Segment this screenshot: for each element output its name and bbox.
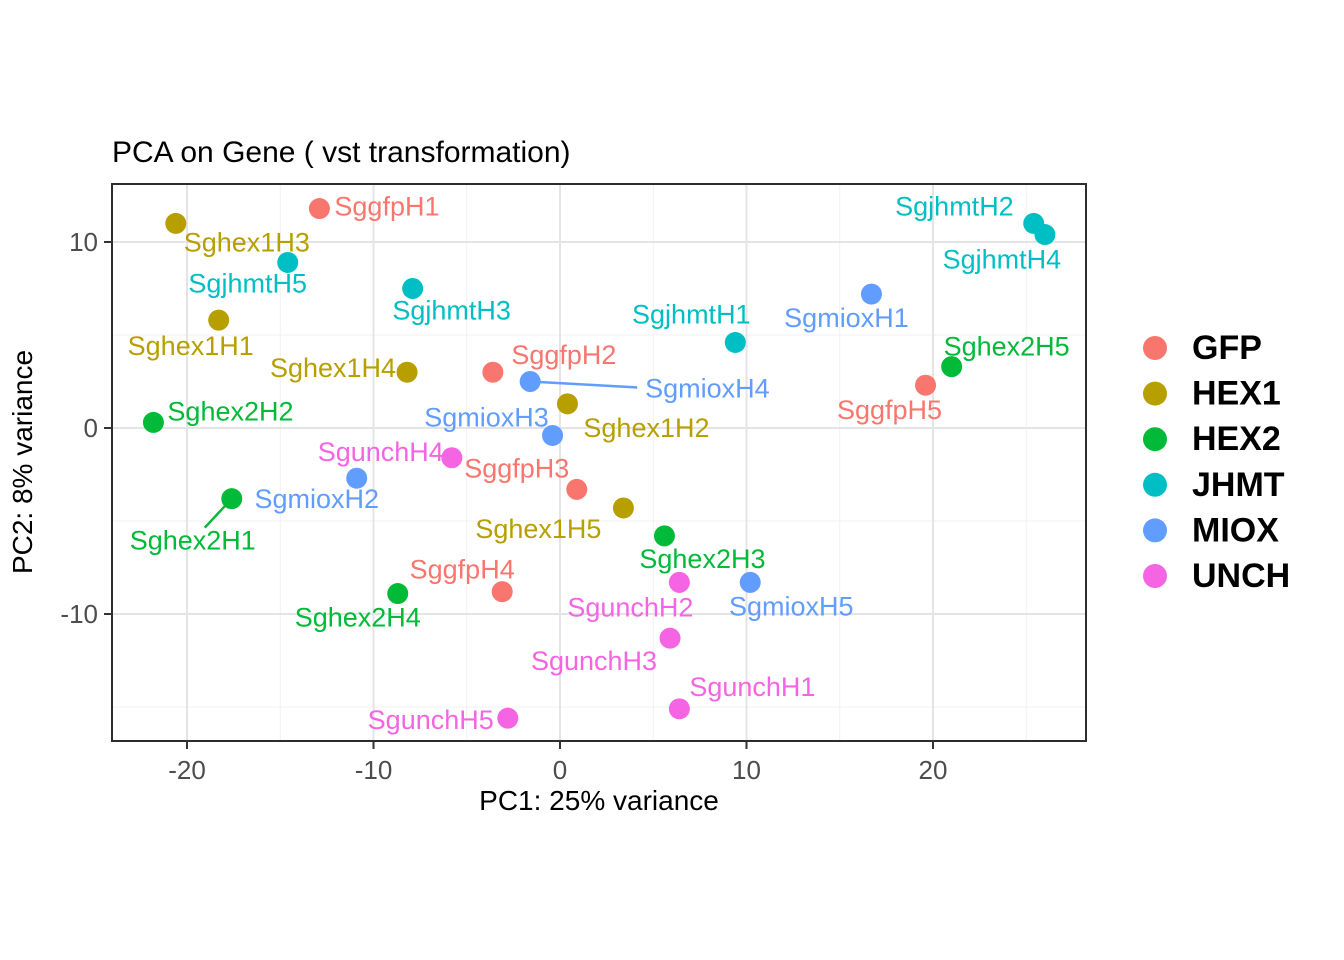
point-label-SgjhmtH4: SgjhmtH4 — [943, 245, 1062, 275]
point-label-SgmioxH1: SgmioxH1 — [784, 303, 909, 333]
data-point-Sghex1H4 — [396, 361, 418, 383]
legend-swatch-gfp — [1143, 336, 1167, 360]
y-tick-label: -10 — [60, 599, 98, 629]
point-label-SgjhmtH2: SgjhmtH2 — [895, 191, 1014, 221]
plot-panel — [112, 184, 1086, 741]
data-points — [142, 198, 1056, 729]
label-leader-line — [530, 380, 638, 389]
legend-label-miox: MIOX — [1192, 511, 1279, 549]
point-label-SgjhmtH1: SgjhmtH1 — [632, 299, 751, 329]
data-point-SgmioxH3 — [542, 424, 564, 446]
data-point-SgunchH2 — [668, 571, 690, 593]
point-label-SgunchH5: SgunchH5 — [368, 705, 494, 735]
data-point-Sghex2H5 — [941, 356, 963, 378]
point-label-SgmioxH5: SgmioxH5 — [729, 591, 854, 621]
point-label-Sghex1H3: Sghex1H3 — [184, 227, 310, 257]
panel-border — [111, 183, 1087, 742]
data-point-Sghex2H1 — [221, 488, 243, 510]
data-point-Sghex2H4 — [387, 583, 409, 605]
legend-swatch-unch — [1143, 564, 1167, 588]
legend: GFP HEX1 HEX2 JHMT MIOX UNCH — [1143, 329, 1290, 595]
data-point-Sghex1H3 — [165, 212, 187, 234]
point-label-SgunchH3: SgunchH3 — [531, 646, 657, 676]
point-label-Sghex1H2: Sghex1H2 — [583, 413, 709, 443]
legend-label-jhmt: JHMT — [1192, 466, 1285, 504]
point-label-SgunchH4: SgunchH4 — [318, 437, 444, 467]
data-point-SgmioxH5 — [739, 571, 761, 593]
point-label-SgjhmtH5: SgjhmtH5 — [188, 268, 307, 298]
point-label-Sghex2H4: Sghex2H4 — [295, 603, 421, 633]
y-axis-ticks: 10 0 -10 — [60, 227, 112, 629]
x-axis-ticks: -20 -10 0 10 20 — [168, 741, 947, 785]
data-point-SgunchH4 — [441, 447, 463, 469]
plot-title: PCA on Gene ( vst transformation) — [112, 136, 571, 169]
data-point-SgunchH3 — [659, 627, 681, 649]
legend-label-unch: UNCH — [1192, 557, 1290, 595]
x-tick-label: 0 — [553, 755, 567, 785]
y-tick-label: 10 — [69, 227, 98, 257]
point-label-SggfpH1: SggfpH1 — [334, 192, 439, 222]
gridlines-minor — [112, 184, 1086, 741]
y-tick-label: 0 — [84, 413, 98, 443]
data-point-Sghex2H2 — [142, 411, 164, 433]
point-label-Sghex1H5: Sghex1H5 — [475, 514, 601, 544]
data-point-SggfpH2 — [482, 361, 504, 383]
gridlines-major — [112, 184, 1086, 741]
legend-swatch-hex2 — [1143, 427, 1167, 452]
legend-swatch-miox — [1143, 518, 1167, 543]
data-point-SggfpH1 — [308, 198, 330, 220]
point-label-SggfpH3: SggfpH3 — [464, 453, 569, 483]
data-point-SgjhmtH5 — [277, 251, 299, 273]
data-point-SgjhmtH3 — [402, 278, 424, 299]
point-label-SggfpH2: SggfpH2 — [511, 340, 616, 370]
data-point-SgunchH5 — [497, 707, 519, 729]
point-label-Sghex1H1: Sghex1H1 — [128, 331, 254, 361]
data-point-SgjhmtH4 — [1034, 224, 1056, 246]
legend-label-hex2: HEX2 — [1192, 420, 1281, 458]
data-point-Sghex1H2 — [556, 393, 578, 415]
x-tick-label: -10 — [355, 755, 393, 785]
data-point-SgjhmtH1 — [724, 331, 746, 353]
point-label-Sghex1H4: Sghex1H4 — [270, 353, 396, 383]
data-point-SggfpH5 — [915, 374, 937, 396]
point-label-SgjhmtH3: SgjhmtH3 — [392, 296, 511, 326]
point-labels: SggfpH1 SggfpH2 SggfpH3 SggfpH4 SggfpH5 Sghex… — [128, 191, 1070, 735]
point-label-SggfpH5: SggfpH5 — [837, 395, 942, 425]
data-point-SgmioxH2 — [346, 467, 368, 489]
point-label-SggfpH4: SggfpH4 — [410, 555, 515, 585]
data-point-SggfpH4 — [491, 581, 513, 603]
data-point-SggfpH3 — [566, 478, 588, 500]
data-point-Sghex1H1 — [208, 309, 230, 331]
point-label-Sghex2H1: Sghex2H1 — [130, 526, 256, 556]
x-tick-label: 20 — [919, 755, 948, 785]
x-tick-label: 10 — [732, 755, 761, 785]
point-label-Sghex2H2: Sghex2H2 — [167, 396, 293, 426]
point-label-SgunchH1: SgunchH1 — [689, 672, 815, 702]
legend-label-gfp: GFP — [1192, 329, 1262, 367]
data-point-SgmioxH1 — [860, 283, 882, 305]
legend-label-hex1: HEX1 — [1192, 375, 1281, 413]
data-point-SgunchH1 — [668, 698, 690, 720]
legend-swatch-hex1 — [1143, 381, 1167, 406]
point-label-SgmioxH2: SgmioxH2 — [254, 484, 379, 514]
point-label-SgmioxH4: SgmioxH4 — [645, 374, 770, 404]
data-point-Sghex2H3 — [653, 525, 675, 547]
point-label-SgunchH2: SgunchH2 — [567, 592, 693, 622]
point-label-Sghex2H5: Sghex2H5 — [944, 332, 1070, 362]
point-label-Sghex2H3: Sghex2H3 — [639, 544, 765, 574]
x-tick-label: -20 — [168, 755, 206, 785]
data-point-Sghex1H5 — [612, 497, 634, 519]
x-axis-title: PC1: 25% variance — [479, 785, 719, 816]
legend-swatch-jhmt — [1143, 472, 1167, 497]
point-label-SgmioxH3: SgmioxH3 — [424, 402, 549, 432]
data-point-SgmioxH4 — [519, 371, 541, 392]
y-axis-title: PC2: 8% variance — [7, 350, 38, 574]
